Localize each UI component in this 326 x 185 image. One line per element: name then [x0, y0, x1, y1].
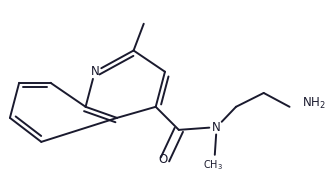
- Text: N: N: [212, 121, 221, 134]
- Text: N: N: [90, 65, 99, 78]
- Text: O: O: [158, 153, 168, 166]
- Text: NH$_2$: NH$_2$: [303, 96, 326, 111]
- Text: CH$_3$: CH$_3$: [203, 159, 223, 172]
